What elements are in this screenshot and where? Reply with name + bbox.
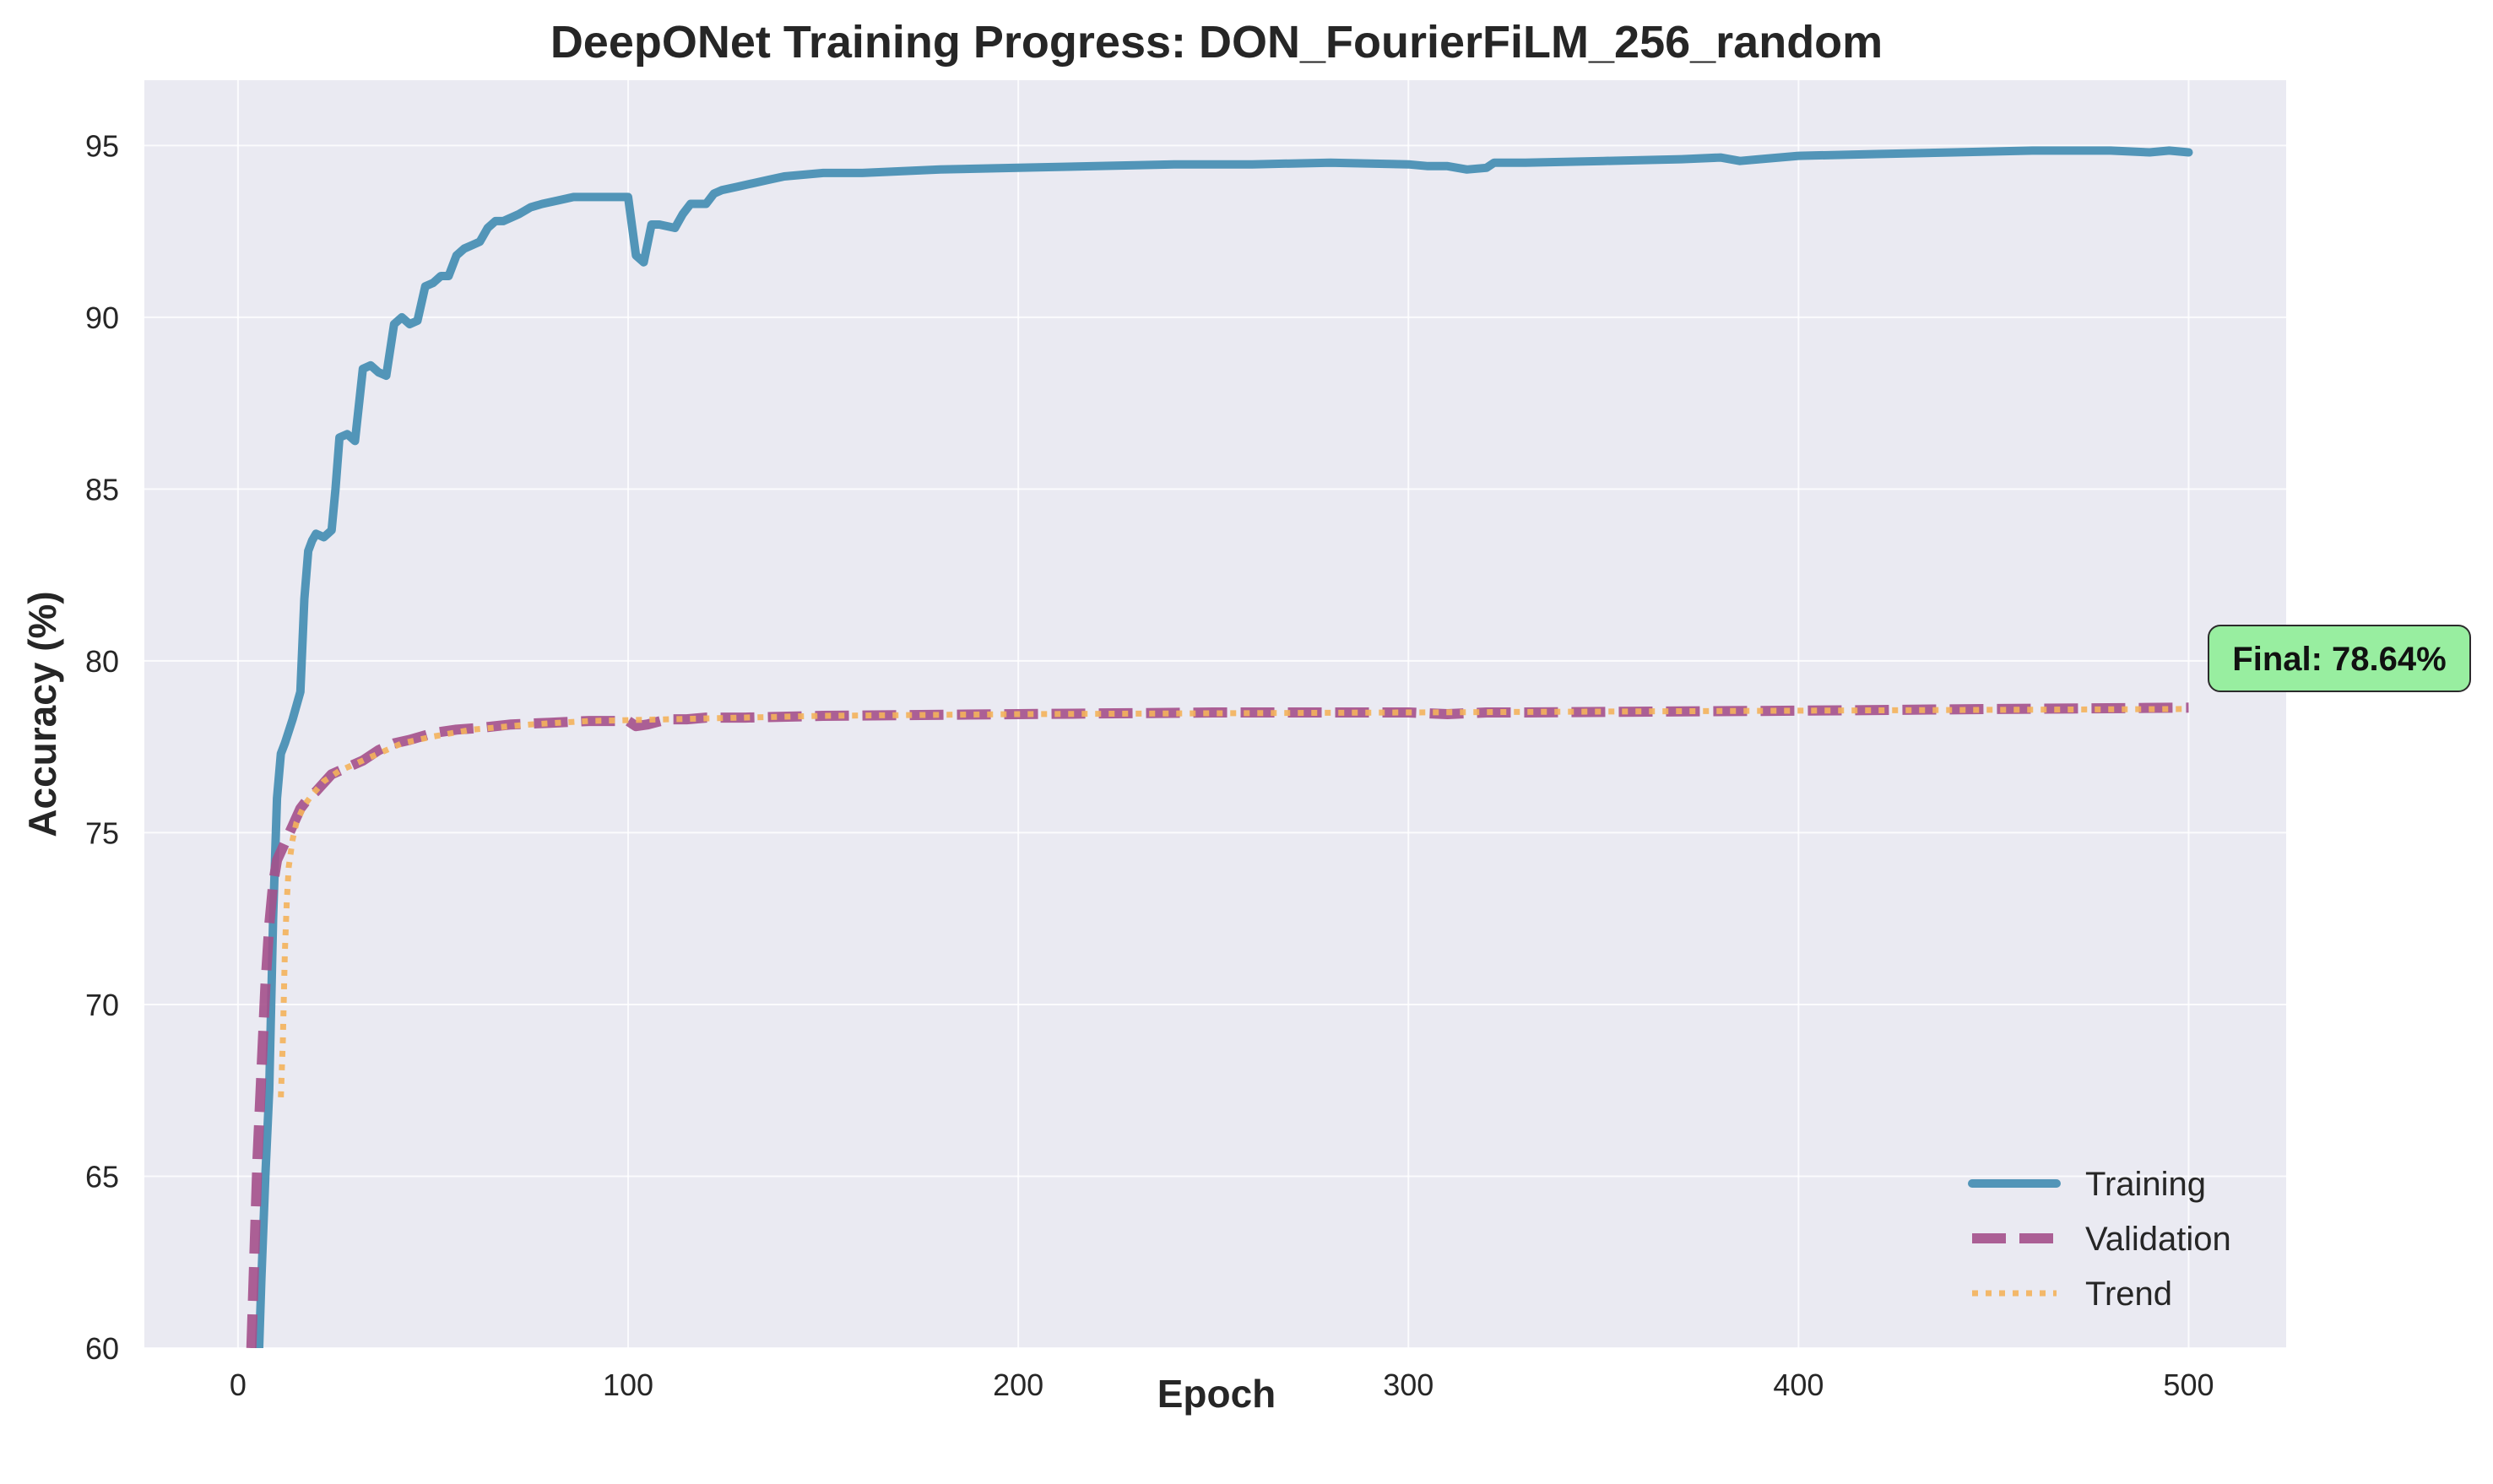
x-tick-label: 300 — [1383, 1368, 1433, 1402]
x-axis-ticks: 0 100 200 300 400 500 — [230, 1368, 2214, 1402]
final-value-box — [2208, 625, 2471, 692]
final-value-annotation: Final: 78.64% — [2208, 625, 2471, 692]
x-tick-label: 100 — [603, 1368, 653, 1402]
x-axis-label: Epoch — [1157, 1372, 1276, 1416]
y-tick-label: 65 — [85, 1159, 119, 1194]
x-tick-label: 400 — [1773, 1368, 1824, 1402]
legend-label-trend: Trend — [2085, 1275, 2172, 1313]
y-axis-label: Accuracy (%) — [20, 591, 64, 837]
y-tick-label: 90 — [85, 301, 119, 335]
y-axis-ticks: 60 65 70 75 80 85 90 95 — [85, 128, 119, 1366]
series-line-training — [254, 146, 2193, 1348]
x-tick-label: 500 — [2163, 1368, 2214, 1402]
legend-label-validation: Validation — [2085, 1221, 2231, 1258]
chart-title: DeepONet Training Progress: DON_FourierF… — [550, 17, 1883, 68]
y-tick-label: 60 — [85, 1331, 119, 1366]
final-value-label: Final: 78.64% — [2232, 641, 2446, 678]
y-tick-label: 80 — [85, 644, 119, 679]
series-layer — [246, 146, 2193, 1348]
y-tick-label: 95 — [85, 128, 119, 163]
series-line-trend — [278, 706, 2189, 1098]
series-line-validation — [246, 702, 2189, 1348]
y-tick-label: 70 — [85, 988, 119, 1022]
legend-label-training: Training — [2085, 1166, 2206, 1203]
y-tick-label: 85 — [85, 472, 119, 506]
x-tick-label: 0 — [230, 1368, 247, 1402]
legend: Training Validation Trend — [1968, 1166, 2231, 1313]
y-tick-label: 75 — [85, 815, 119, 850]
x-tick-label: 200 — [993, 1368, 1043, 1402]
